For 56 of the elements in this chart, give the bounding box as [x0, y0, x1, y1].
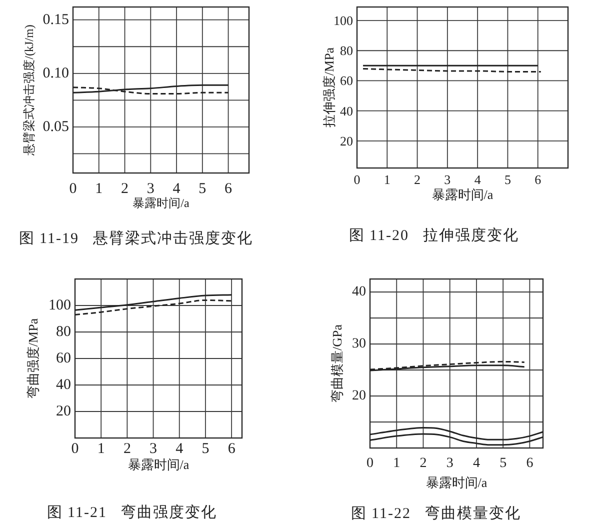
xtick: 3 [146, 181, 154, 197]
xtick: 0 [71, 441, 79, 457]
ytick: 40 [352, 284, 366, 300]
xtick: 0 [354, 172, 360, 187]
xtick: 5 [198, 181, 206, 197]
xtick: 3 [444, 172, 451, 187]
xlabel: 暴露时间/a [128, 457, 190, 472]
xtick: 5 [202, 441, 210, 457]
xtick: 3 [150, 441, 158, 457]
ytick: 0.15 [42, 12, 69, 28]
xlabel: 暴露时间/a [132, 196, 190, 210]
xlabel: 暴露时间/a [426, 475, 488, 490]
ytick: 0.05 [42, 118, 69, 135]
xtick: 0 [69, 181, 77, 197]
xtick: 6 [526, 456, 534, 471]
ylabel: 拉伸强度/MPa [322, 47, 336, 128]
xtick: 2 [121, 181, 129, 197]
ytick: 20 [56, 404, 71, 420]
xtick: 1 [384, 172, 390, 187]
xtick: 1 [95, 181, 103, 197]
xtick: 5 [504, 172, 511, 187]
ylabel: 悬臂梁式冲击强度/(kJ/m) [22, 24, 36, 156]
ytick: 60 [56, 350, 71, 366]
ytick: 20 [352, 388, 366, 404]
ytick: 60 [340, 73, 353, 88]
xtick: 4 [172, 181, 180, 197]
xtick: 1 [393, 456, 400, 471]
caption: 图 11-19 悬臂梁式冲击强度变化 [18, 231, 254, 247]
xtick: 2 [414, 172, 421, 187]
ytick: 30 [352, 336, 366, 352]
xtick: 5 [500, 456, 507, 471]
ytick: 80 [340, 43, 353, 58]
ytick: 0.10 [42, 65, 69, 82]
xlabel: 暴露时间/a [432, 187, 494, 202]
xtick: 1 [97, 441, 105, 457]
ytick: 100 [48, 298, 71, 314]
xtick: 4 [474, 172, 481, 187]
xtick: 4 [176, 441, 184, 457]
caption: 图 11-20 拉伸强度变化 [348, 228, 520, 244]
ytick: 80 [56, 324, 71, 340]
xtick: 6 [228, 441, 236, 457]
xtick: 2 [123, 441, 131, 457]
ytick: 20 [340, 133, 353, 148]
ytick: 100 [334, 13, 353, 28]
caption: 图 11-22 弯曲模量变化 [350, 506, 522, 522]
ylabel: 弯曲模量/GPa [330, 324, 344, 402]
ytick: 40 [56, 377, 71, 393]
ytick: 40 [340, 103, 353, 118]
xtick: 6 [224, 181, 232, 197]
xtick: 3 [446, 456, 454, 471]
caption: 图 11-21 弯曲强度变化 [46, 505, 218, 521]
xtick: 2 [420, 456, 427, 471]
xtick: 0 [366, 456, 374, 471]
xtick: 4 [472, 456, 480, 471]
ylabel: 弯曲强度/MPa [26, 318, 40, 399]
xtick: 6 [534, 172, 542, 187]
